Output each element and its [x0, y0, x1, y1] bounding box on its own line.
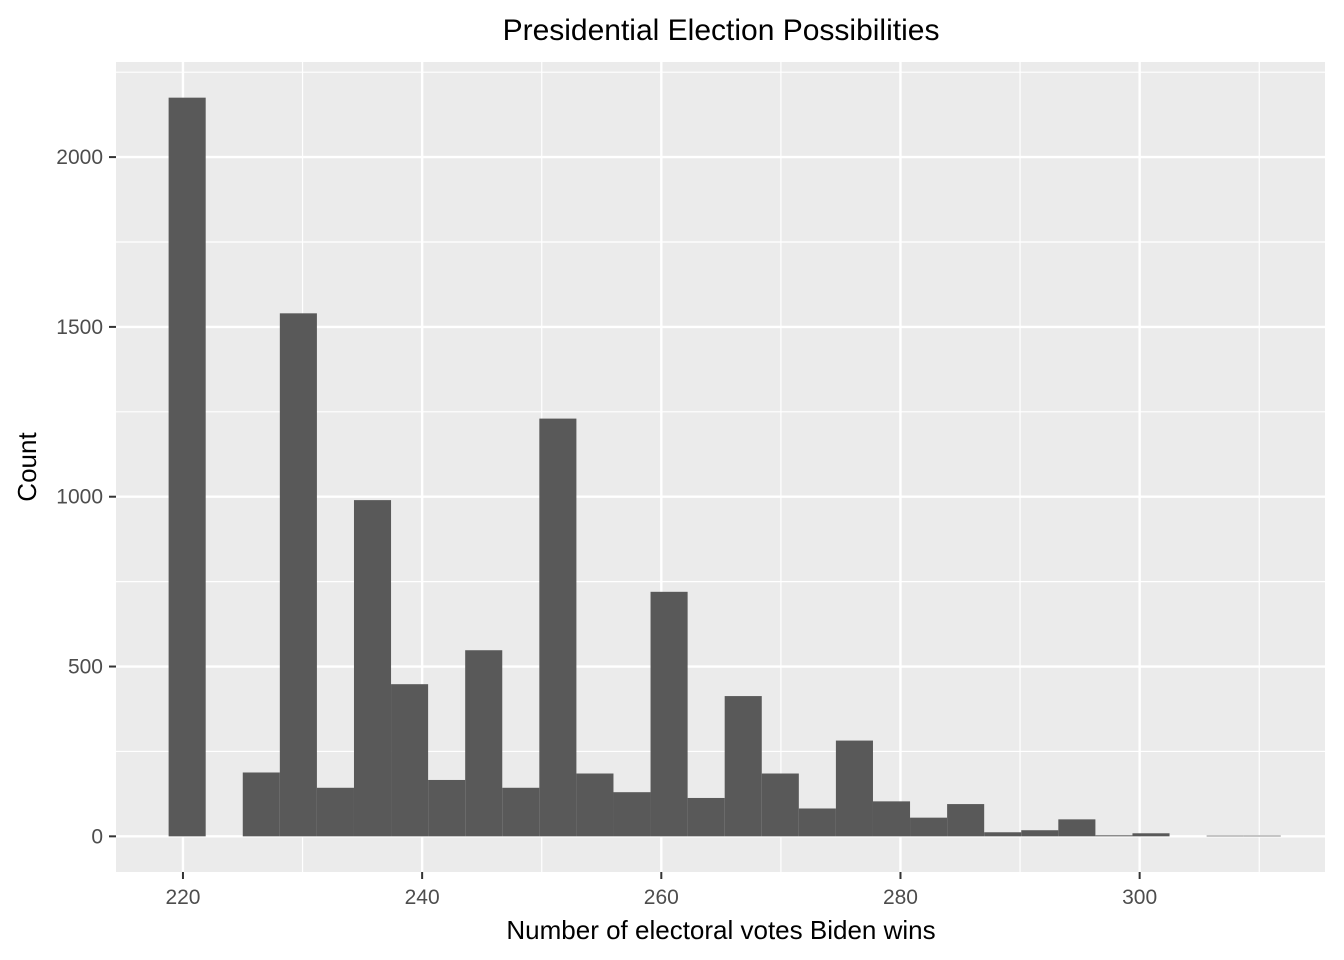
histogram-bar	[465, 650, 503, 837]
histogram-bar	[1132, 833, 1170, 837]
x-tick-label: 220	[165, 886, 200, 909]
y-tick-label: 1500	[56, 316, 103, 339]
y-tick-label: 0	[91, 825, 103, 848]
plot-panel	[116, 62, 1325, 872]
histogram-bar	[1095, 835, 1133, 837]
y-tick-label: 500	[68, 656, 103, 679]
x-tick-label: 300	[1122, 886, 1157, 909]
x-tick-label: 260	[644, 886, 679, 909]
histogram-bar	[539, 418, 577, 837]
histogram-bar	[428, 779, 466, 837]
histogram-bar	[910, 817, 948, 837]
histogram-bar	[798, 808, 836, 837]
histogram-bar	[502, 787, 540, 837]
chart-title: Presidential Election Possibilities	[503, 14, 940, 47]
histogram-bar	[650, 591, 688, 837]
histogram-bar	[724, 696, 762, 837]
x-tick-label: 240	[405, 886, 440, 909]
histogram-bar	[761, 773, 799, 837]
histogram-bar	[279, 313, 317, 837]
histogram-bar	[576, 773, 614, 837]
histogram-bar	[687, 797, 725, 837]
histogram-bar	[1021, 830, 1059, 837]
histogram-bar	[1243, 835, 1281, 837]
histogram-bar	[391, 684, 429, 837]
histogram-bar	[947, 804, 985, 837]
histogram-bar	[984, 832, 1022, 837]
histogram-bar	[316, 787, 354, 837]
y-tick-label: 2000	[56, 146, 103, 169]
histogram-bar	[872, 801, 911, 837]
histogram-bar	[242, 772, 280, 837]
histogram-bar	[1206, 835, 1244, 837]
y-tick-label: 1000	[56, 486, 103, 509]
histogram-bar	[613, 792, 651, 837]
histogram-bar	[168, 97, 206, 837]
y-axis-ticks: 0 500 1000 1500 2000	[56, 146, 116, 848]
x-axis-label: Number of electoral votes Biden wins	[506, 915, 935, 945]
x-axis-ticks: 220 240 260 280 300	[165, 872, 1157, 909]
histogram-bar	[1058, 819, 1096, 837]
x-tick-label: 280	[883, 886, 918, 909]
histogram-bar	[835, 740, 873, 837]
y-axis-label: Count	[12, 432, 42, 502]
histogram-bar	[353, 500, 392, 837]
histogram-bars	[168, 97, 1281, 837]
